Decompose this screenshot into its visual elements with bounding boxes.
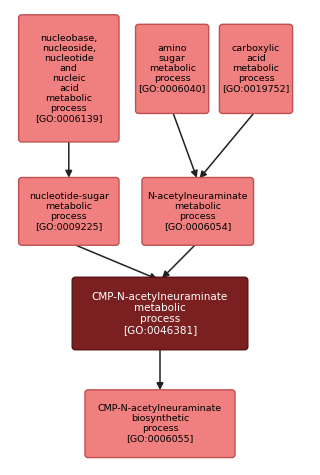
Text: CMP-N-acetylneuraminate
metabolic
process
[GO:0046381]: CMP-N-acetylneuraminate metabolic proces…	[92, 292, 228, 335]
Text: nucleobase,
nucleoside,
nucleotide
and
nucleic
acid
metabolic
process
[GO:000613: nucleobase, nucleoside, nucleotide and n…	[35, 34, 102, 123]
Text: N-acetylneuraminate
metabolic
process
[GO:0006054]: N-acetylneuraminate metabolic process [G…	[148, 192, 248, 231]
Text: nucleotide-sugar
metabolic
process
[GO:0009225]: nucleotide-sugar metabolic process [GO:0…	[29, 192, 109, 231]
FancyBboxPatch shape	[19, 15, 119, 142]
FancyBboxPatch shape	[19, 178, 119, 245]
Text: amino
sugar
metabolic
process
[GO:0006040]: amino sugar metabolic process [GO:000604…	[139, 44, 206, 94]
FancyBboxPatch shape	[142, 178, 253, 245]
Text: CMP-N-acetylneuraminate
biosynthetic
process
[GO:0006055]: CMP-N-acetylneuraminate biosynthetic pro…	[98, 404, 222, 443]
FancyBboxPatch shape	[220, 24, 292, 114]
FancyBboxPatch shape	[72, 277, 248, 350]
FancyBboxPatch shape	[85, 390, 235, 457]
FancyBboxPatch shape	[136, 24, 209, 114]
Text: carboxylic
acid
metabolic
process
[GO:0019752]: carboxylic acid metabolic process [GO:00…	[222, 44, 290, 94]
